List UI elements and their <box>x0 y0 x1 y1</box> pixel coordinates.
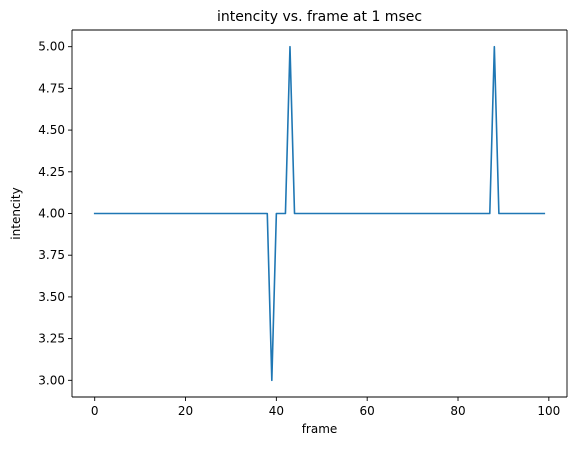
x-tick-label: 40 <box>269 404 284 418</box>
y-tick-label: 4.75 <box>38 81 65 95</box>
x-tick-label: 60 <box>360 404 375 418</box>
y-tick-label: 3.75 <box>38 248 65 262</box>
y-axis-label: intencity <box>9 187 23 239</box>
y-tick-label: 5.00 <box>38 40 65 54</box>
y-tick-label: 3.25 <box>38 332 65 346</box>
chart-title: intencity vs. frame at 1 msec <box>217 9 422 25</box>
y-tick-label: 3.50 <box>38 290 65 304</box>
x-axis-label: frame <box>302 422 338 436</box>
x-tick-label: 0 <box>91 404 99 418</box>
y-tick-label: 4.00 <box>38 207 65 221</box>
y-tick-label: 4.25 <box>38 165 65 179</box>
x-tick-label: 20 <box>178 404 193 418</box>
x-tick-label: 80 <box>450 404 465 418</box>
x-tick-label: 100 <box>537 404 560 418</box>
y-tick-label: 4.50 <box>38 123 65 137</box>
y-tick-label: 3.00 <box>38 373 65 387</box>
